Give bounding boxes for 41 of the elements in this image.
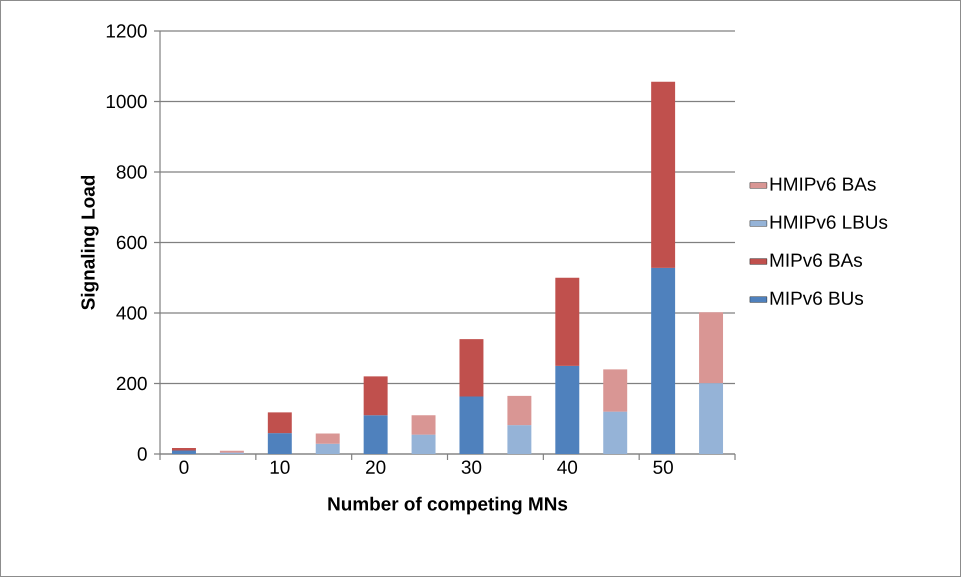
bar: [507, 396, 532, 426]
x-tick-label: 50: [653, 460, 673, 474]
bar: [268, 433, 292, 454]
bar: [364, 376, 388, 416]
y-tick-label: 800: [116, 165, 147, 179]
legend-label: HMIPv6 BAs: [770, 177, 876, 191]
bar: [172, 450, 196, 454]
bar: [459, 339, 484, 397]
y-tick-label: 400: [116, 306, 147, 320]
bar: [412, 434, 436, 454]
bar: [316, 444, 340, 454]
bar: [268, 412, 292, 434]
bar: [316, 434, 340, 444]
x-tick-label: 0: [179, 460, 188, 474]
legend-label: HMIPv6 LBUs: [770, 215, 888, 229]
y-axis-title: Signaling Load: [80, 176, 99, 310]
bar: [507, 425, 532, 454]
bar: [651, 82, 676, 268]
bar: [603, 412, 628, 454]
bar: [364, 415, 388, 454]
y-tick-label: 600: [116, 236, 147, 250]
bar: [603, 369, 628, 412]
y-tick-label: 1000: [106, 94, 147, 108]
x-tick-label: 40: [557, 460, 578, 474]
bar: [555, 278, 580, 366]
bar: [459, 396, 484, 454]
legend-label: MIPv6 BAs: [770, 253, 862, 267]
legend-label: MIPv6 BUs: [770, 292, 864, 305]
bar: [412, 415, 436, 435]
y-tick-label: 0: [138, 447, 147, 461]
bar: [555, 366, 580, 454]
bar: [172, 448, 196, 450]
y-tick-label: 200: [116, 376, 147, 390]
x-tick-label: 10: [270, 460, 290, 474]
x-axis-title: Number of competing MNs: [328, 496, 568, 514]
bar: [699, 312, 724, 384]
x-tick-label: 20: [366, 460, 386, 474]
y-tick-label: 1200: [106, 24, 147, 38]
bar: [699, 383, 724, 454]
bar: [651, 268, 676, 454]
x-tick-label: 30: [462, 460, 482, 474]
